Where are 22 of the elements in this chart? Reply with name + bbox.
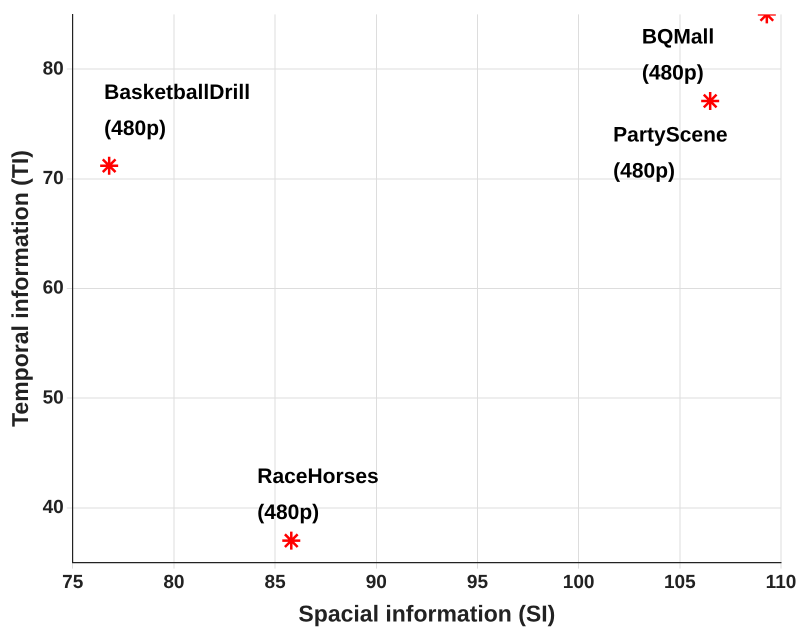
x-tick-label: 75 xyxy=(62,572,84,594)
y-axis-title: Temporal information (TI) xyxy=(7,150,34,427)
x-tick-label: 85 xyxy=(264,572,286,594)
point xyxy=(700,90,720,112)
x-tick-label: 110 xyxy=(766,572,796,594)
annotation: PartyScene (480p) xyxy=(613,123,728,182)
annotation: BQMall (480p) xyxy=(642,26,714,85)
y-tick-label: 60 xyxy=(42,278,64,299)
x-tick-label: 95 xyxy=(466,572,488,594)
y-tick-label: 50 xyxy=(42,387,64,408)
y-tick-label: 80 xyxy=(42,58,64,80)
x-axis-title: Spacial information (SI) xyxy=(298,600,556,627)
annotation: RaceHorses (480p) xyxy=(257,464,379,524)
x-tick-label: 100 xyxy=(562,572,594,594)
x-tick-label: 80 xyxy=(163,572,184,594)
x-tick-label: 90 xyxy=(366,572,387,594)
point xyxy=(98,155,120,176)
y-tick-label: 70 xyxy=(42,168,64,190)
annotation: BasketballDrill (480p) xyxy=(104,81,250,140)
point xyxy=(281,530,302,551)
y-tick-label: 40 xyxy=(42,497,64,518)
x-tick-label: 105 xyxy=(664,572,696,594)
